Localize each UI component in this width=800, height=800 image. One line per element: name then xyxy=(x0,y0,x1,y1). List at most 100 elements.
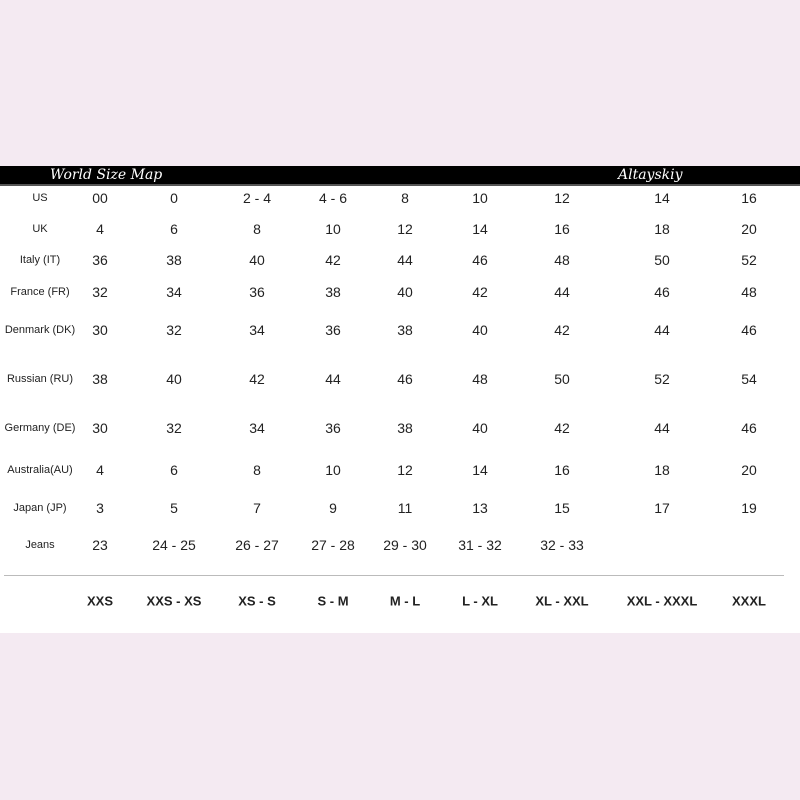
table-cell: 38 xyxy=(397,322,413,338)
table-cell: 9 xyxy=(329,500,337,516)
table-cell: 5 xyxy=(170,500,178,516)
table-cell: 42 xyxy=(554,420,570,436)
table-cell: 19 xyxy=(741,500,757,516)
row-label: Australia(AU) xyxy=(7,464,73,476)
table-cell: 16 xyxy=(554,462,570,478)
row-label: Jeans xyxy=(25,539,55,551)
table-cell: 40 xyxy=(472,420,488,436)
table-cell: 6 xyxy=(170,221,178,237)
header-bar: World Size Map Altayskiy xyxy=(0,166,800,186)
table-cell: 32 xyxy=(166,322,182,338)
table-cell: 40 xyxy=(166,371,182,387)
size-label: XXXL xyxy=(732,593,766,609)
table-cell: 34 xyxy=(166,284,182,300)
row-label: Italy (IT) xyxy=(19,254,61,266)
table-cell: 38 xyxy=(397,420,413,436)
table-cell: 46 xyxy=(654,284,670,300)
table-cell: 42 xyxy=(325,252,341,268)
table-cell: 42 xyxy=(472,284,488,300)
table-cell: 20 xyxy=(741,462,757,478)
table-cell: 36 xyxy=(325,322,341,338)
table-cell: 44 xyxy=(397,252,413,268)
table-cell: 3 xyxy=(96,500,104,516)
size-label: M - L xyxy=(389,593,421,609)
table-cell: 44 xyxy=(325,371,341,387)
size-label: L - XL xyxy=(462,593,498,609)
table-cell: 24 - 25 xyxy=(152,537,196,553)
table-cell: 4 - 6 xyxy=(318,190,347,206)
table-cell: 34 xyxy=(249,322,265,338)
table-cell: 42 xyxy=(554,322,570,338)
table-cell: 32 xyxy=(92,284,108,300)
size-label: XS - S xyxy=(238,593,276,609)
table-cell: 7 xyxy=(253,500,261,516)
table-cell: 4 xyxy=(96,462,104,478)
row-label: Germany (DE) xyxy=(4,422,76,434)
table-cell: 44 xyxy=(654,322,670,338)
table-cell: 36 xyxy=(249,284,265,300)
table-cell: 46 xyxy=(472,252,488,268)
table-cell: 12 xyxy=(554,190,570,206)
table-cell: 10 xyxy=(325,462,341,478)
table-cell: 0 xyxy=(170,190,178,206)
table-cell: 44 xyxy=(554,284,570,300)
size-label: XXS xyxy=(86,593,113,609)
table-cell: 26 - 27 xyxy=(235,537,279,553)
table-cell: 31 - 32 xyxy=(458,537,502,553)
size-label: XXL - XXXL xyxy=(626,593,698,609)
table-cell: 8 xyxy=(401,190,409,206)
table-cell: 52 xyxy=(741,252,757,268)
divider xyxy=(4,575,784,576)
table-cell: 29 - 30 xyxy=(383,537,427,553)
size-label: XL - XXL xyxy=(535,593,589,609)
table-cell: 38 xyxy=(325,284,341,300)
table-cell: 16 xyxy=(554,221,570,237)
table-cell: 14 xyxy=(654,190,670,206)
table-cell: 17 xyxy=(654,500,670,516)
table-cell: 42 xyxy=(249,371,265,387)
row-label: US xyxy=(32,192,48,204)
table-cell: 48 xyxy=(554,252,570,268)
table-cell: 16 xyxy=(741,190,757,206)
table-cell: 40 xyxy=(397,284,413,300)
table-cell: 38 xyxy=(166,252,182,268)
table-cell: 2 - 4 xyxy=(242,190,271,206)
table-cell: 13 xyxy=(472,500,488,516)
table-cell: 48 xyxy=(472,371,488,387)
table-cell: 48 xyxy=(741,284,757,300)
table-cell: 20 xyxy=(741,221,757,237)
table-cell: 46 xyxy=(741,420,757,436)
table-cell: 50 xyxy=(654,252,670,268)
table-cell: 32 - 33 xyxy=(540,537,584,553)
table-cell: 6 xyxy=(170,462,178,478)
table-cell: 4 xyxy=(96,221,104,237)
table-cell: 32 xyxy=(166,420,182,436)
table-cell: 36 xyxy=(325,420,341,436)
table-cell: 34 xyxy=(249,420,265,436)
table-cell: 00 xyxy=(92,190,108,206)
table-cell: 30 xyxy=(92,420,108,436)
table-cell: 40 xyxy=(249,252,265,268)
table-cell: 15 xyxy=(554,500,570,516)
table-cell: 40 xyxy=(472,322,488,338)
row-label: Japan (JP) xyxy=(13,502,67,514)
chart-title: World Size Map xyxy=(50,167,163,183)
table-cell: 50 xyxy=(554,371,570,387)
table-cell: 10 xyxy=(472,190,488,206)
size-label: XXS - XS xyxy=(146,593,202,609)
table-cell: 11 xyxy=(397,500,413,516)
table-cell: 14 xyxy=(472,221,488,237)
row-label: Denmark (DK) xyxy=(4,324,76,336)
table-cell: 44 xyxy=(654,420,670,436)
table-cell: 18 xyxy=(654,221,670,237)
table-cell: 46 xyxy=(397,371,413,387)
size-label: S - M xyxy=(317,593,349,609)
table-cell: 38 xyxy=(92,371,108,387)
table-cell: 23 xyxy=(92,537,108,553)
table-cell: 36 xyxy=(92,252,108,268)
table-cell: 27 - 28 xyxy=(311,537,355,553)
table-cell: 12 xyxy=(397,221,413,237)
brand-name: Altayskiy xyxy=(618,167,683,183)
table-cell: 14 xyxy=(472,462,488,478)
